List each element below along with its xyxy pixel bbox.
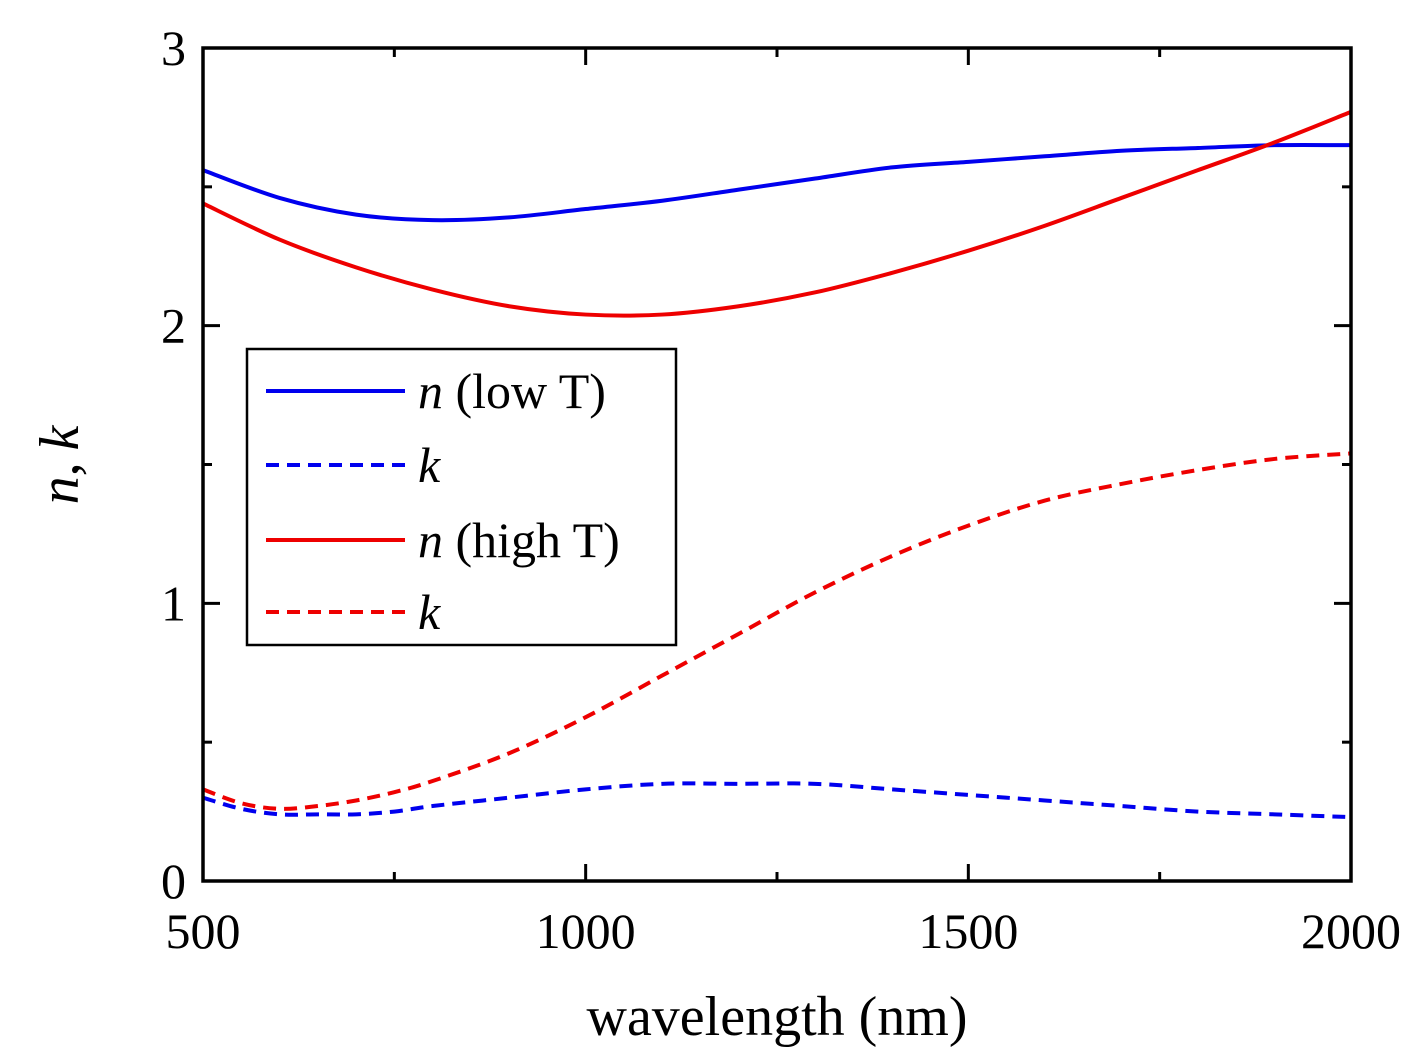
legend-label-rest-n-high: (high T) bbox=[443, 512, 620, 568]
legend-label-var-n-high: n bbox=[418, 512, 443, 568]
legend-label-var-n-low: n bbox=[418, 363, 443, 419]
x-tick-label-1000: 1000 bbox=[536, 903, 636, 959]
legend-label-var-k-low: k bbox=[418, 437, 441, 493]
series-line-n-high bbox=[202, 110, 1352, 318]
y-axis-title-n: n bbox=[29, 476, 91, 504]
y-axis-title-k: k bbox=[29, 424, 91, 450]
series-line-k-high bbox=[202, 451, 1352, 811]
legend-box bbox=[245, 347, 678, 647]
legend-label-n-high: n (high T) bbox=[418, 512, 620, 568]
y-axis-title-sep: , bbox=[29, 462, 91, 476]
x-tick-label-1500: 1500 bbox=[918, 903, 1018, 959]
series-line-k-low bbox=[202, 781, 1352, 820]
legend-label-rest-n-low: (low T) bbox=[443, 363, 606, 419]
y-tick-label-0: 0 bbox=[161, 853, 186, 909]
legend: n (low T)kn (high T)k bbox=[245, 347, 678, 647]
x-tick-label-2000: 2000 bbox=[1301, 903, 1401, 959]
y-tick-label-2: 2 bbox=[161, 298, 186, 354]
x-tick-label-500: 500 bbox=[166, 903, 241, 959]
legend-entries: n (low T)kn (high T)k bbox=[266, 363, 620, 640]
legend-label-k-high: k bbox=[418, 584, 441, 640]
series-layer bbox=[202, 110, 1352, 820]
series-line-n-low bbox=[202, 142, 1352, 223]
x-axis-title: wavelength (nm) bbox=[587, 986, 968, 1048]
tick-label-layer: 500 1000 1500 2000 0 1 2 3 bbox=[161, 20, 1401, 959]
legend-label-k-low: k bbox=[418, 437, 441, 493]
y-tick-label-1: 1 bbox=[161, 575, 186, 631]
plot-frame bbox=[201, 46, 1353, 883]
y-tick-label-3: 3 bbox=[161, 20, 186, 76]
y-axis-title: n, k bbox=[29, 424, 91, 504]
legend-label-n-low: n (low T) bbox=[418, 363, 606, 419]
legend-label-var-k-high: k bbox=[418, 584, 441, 640]
